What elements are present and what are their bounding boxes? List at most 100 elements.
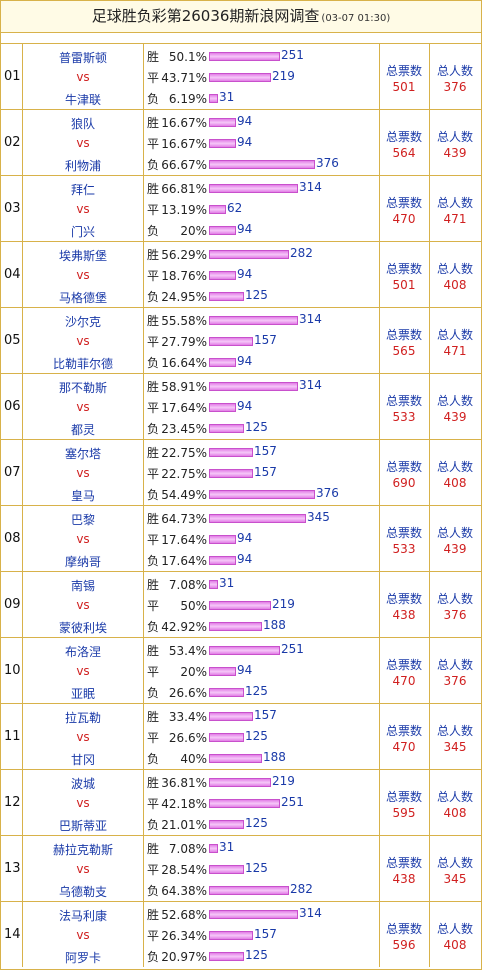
outcome-label: 胜 — [147, 512, 160, 526]
vote-line-draw: 平 26.6% 125 — [147, 729, 268, 745]
away-team-link[interactable]: 马格德堡 — [58, 291, 107, 305]
home-team-link[interactable]: 布洛涅 — [64, 645, 101, 659]
total-people-label: 总人数 — [436, 790, 473, 804]
vote-line-loss: 负 26.6% 125 — [147, 684, 268, 700]
total-votes-cell: 总票数 533 — [379, 506, 430, 571]
vote-bar — [209, 952, 244, 961]
total-votes-cell: 总票数 438 — [379, 572, 430, 637]
vote-bar — [209, 622, 262, 631]
away-team-link[interactable]: 门兴 — [70, 225, 95, 239]
vote-line-win: 胜 22.75% 157 — [147, 444, 277, 460]
total-votes-value: 501 — [392, 80, 416, 94]
vote-count: 219 — [272, 774, 295, 788]
match-number: 08 — [1, 506, 23, 571]
home-team-link[interactable]: 南锡 — [70, 579, 95, 593]
outcome-label: 平 — [147, 269, 160, 283]
vote-bar — [209, 931, 253, 940]
vote-bar — [209, 160, 315, 169]
outcome-label: 负 — [147, 620, 160, 634]
vote-percent: 6.19% — [168, 92, 207, 106]
vote-line-draw: 平 42.18% 251 — [147, 795, 304, 811]
away-team-link[interactable]: 牛津联 — [64, 93, 101, 107]
home-team-link[interactable]: 法马利康 — [58, 909, 107, 923]
outcome-label: 负 — [147, 950, 160, 964]
home-team-link[interactable]: 拜仁 — [70, 183, 95, 197]
vote-line-draw: 平 22.75% 157 — [147, 465, 277, 481]
away-team-link[interactable]: 比勒菲尔德 — [52, 357, 113, 371]
home-team-link[interactable]: 拉瓦勒 — [64, 711, 101, 725]
total-votes-value: 565 — [392, 344, 416, 358]
vs-label: vs — [76, 532, 90, 546]
total-votes-value: 595 — [392, 806, 416, 820]
total-people-label: 总人数 — [436, 262, 473, 276]
vote-count: 94 — [237, 114, 253, 128]
total-people-value: 408 — [443, 938, 467, 952]
vote-count: 219 — [272, 597, 295, 611]
home-team-link[interactable]: 赫拉克勒斯 — [52, 843, 113, 857]
vote-percent: 18.76% — [161, 269, 207, 283]
vs-label: vs — [76, 268, 90, 282]
vote-line-win: 胜 64.73% 345 — [147, 510, 330, 526]
total-votes-value: 690 — [392, 476, 416, 490]
away-team-link[interactable]: 甘冈 — [70, 753, 95, 767]
total-people-value: 439 — [443, 146, 467, 160]
total-votes-cell: 总票数 690 — [379, 440, 430, 505]
away-team-link[interactable]: 利物浦 — [64, 159, 101, 173]
vote-cell: 胜 50.1% 251 平 43.71% 219 负 6.19% 31 — [143, 44, 380, 109]
vs-label: vs — [76, 928, 90, 942]
total-votes-label: 总票数 — [385, 526, 422, 540]
vote-line-loss: 负 40% 188 — [147, 750, 286, 766]
vote-percent: 16.67% — [161, 116, 207, 130]
match-row: 12 波城 vs 巴斯蒂亚 胜 36.81% 219 平 42.18% 251 负 21.01% 125… — [1, 770, 481, 836]
teams-cell: 埃弗斯堡 vs 马格德堡 — [23, 242, 144, 307]
home-team-link[interactable]: 狼队 — [70, 117, 95, 131]
total-votes-cell: 总票数 470 — [379, 638, 430, 703]
vote-bar — [209, 490, 315, 499]
total-votes-label: 总票数 — [385, 64, 422, 78]
outcome-label: 胜 — [147, 776, 160, 790]
teams-cell: 沙尔克 vs 比勒菲尔德 — [23, 308, 144, 373]
vote-percent: 17.64% — [161, 401, 207, 415]
away-team-link[interactable]: 阿罗卡 — [64, 951, 101, 965]
total-people-cell: 总人数 471 — [429, 176, 481, 241]
vote-bar — [209, 424, 244, 433]
home-team-link[interactable]: 沙尔克 — [64, 315, 101, 329]
home-team-link[interactable]: 波城 — [70, 777, 95, 791]
home-team-link[interactable]: 普雷斯顿 — [58, 51, 107, 65]
away-team-link[interactable]: 摩纳哥 — [64, 555, 101, 569]
outcome-label: 负 — [147, 422, 160, 436]
away-team-link[interactable]: 皇马 — [70, 489, 95, 503]
timestamp: (03-07 01:30) — [321, 13, 391, 24]
vote-count: 31 — [219, 576, 235, 590]
vote-cell: 胜 7.08% 31 平 50% 219 负 42.92% 188 — [143, 572, 380, 637]
vote-line-win: 胜 7.08% 31 — [147, 840, 234, 856]
home-team-link[interactable]: 塞尔塔 — [64, 447, 101, 461]
total-votes-value: 596 — [392, 938, 416, 952]
away-team-link[interactable]: 巴斯蒂亚 — [58, 819, 107, 833]
vote-bar — [209, 910, 298, 919]
home-team-link[interactable]: 那不勒斯 — [58, 381, 107, 395]
away-team-link[interactable]: 蒙彼利埃 — [58, 621, 107, 635]
vote-percent: 7.08% — [168, 842, 207, 856]
outcome-label: 平 — [147, 665, 160, 679]
total-votes-value: 533 — [392, 410, 416, 424]
vote-line-draw: 平 18.76% 94 — [147, 267, 252, 283]
vote-line-draw: 平 17.64% 94 — [147, 399, 252, 415]
home-team-link[interactable]: 巴黎 — [70, 513, 95, 527]
vote-percent: 42.18% — [161, 797, 207, 811]
teams-cell: 赫拉克勒斯 vs 乌德勒支 — [23, 836, 144, 901]
vs-label: vs — [76, 466, 90, 480]
vote-percent: 23.45% — [161, 422, 207, 436]
vote-count: 314 — [299, 312, 322, 326]
match-row: 04 埃弗斯堡 vs 马格德堡 胜 56.29% 282 平 18.76% 94 负 24.95% 12… — [1, 242, 481, 308]
away-team-link[interactable]: 都灵 — [70, 423, 95, 437]
outcome-label: 负 — [147, 686, 160, 700]
total-votes-cell: 总票数 501 — [379, 44, 430, 109]
outcome-label: 胜 — [147, 908, 160, 922]
match-row: 05 沙尔克 vs 比勒菲尔德 胜 55.58% 314 平 27.79% 157 负 16.64% 9… — [1, 308, 481, 374]
outcome-label: 平 — [147, 467, 160, 481]
vote-count: 251 — [281, 642, 304, 656]
away-team-link[interactable]: 亚眠 — [70, 687, 95, 701]
home-team-link[interactable]: 埃弗斯堡 — [58, 249, 107, 263]
away-team-link[interactable]: 乌德勒支 — [58, 885, 107, 899]
